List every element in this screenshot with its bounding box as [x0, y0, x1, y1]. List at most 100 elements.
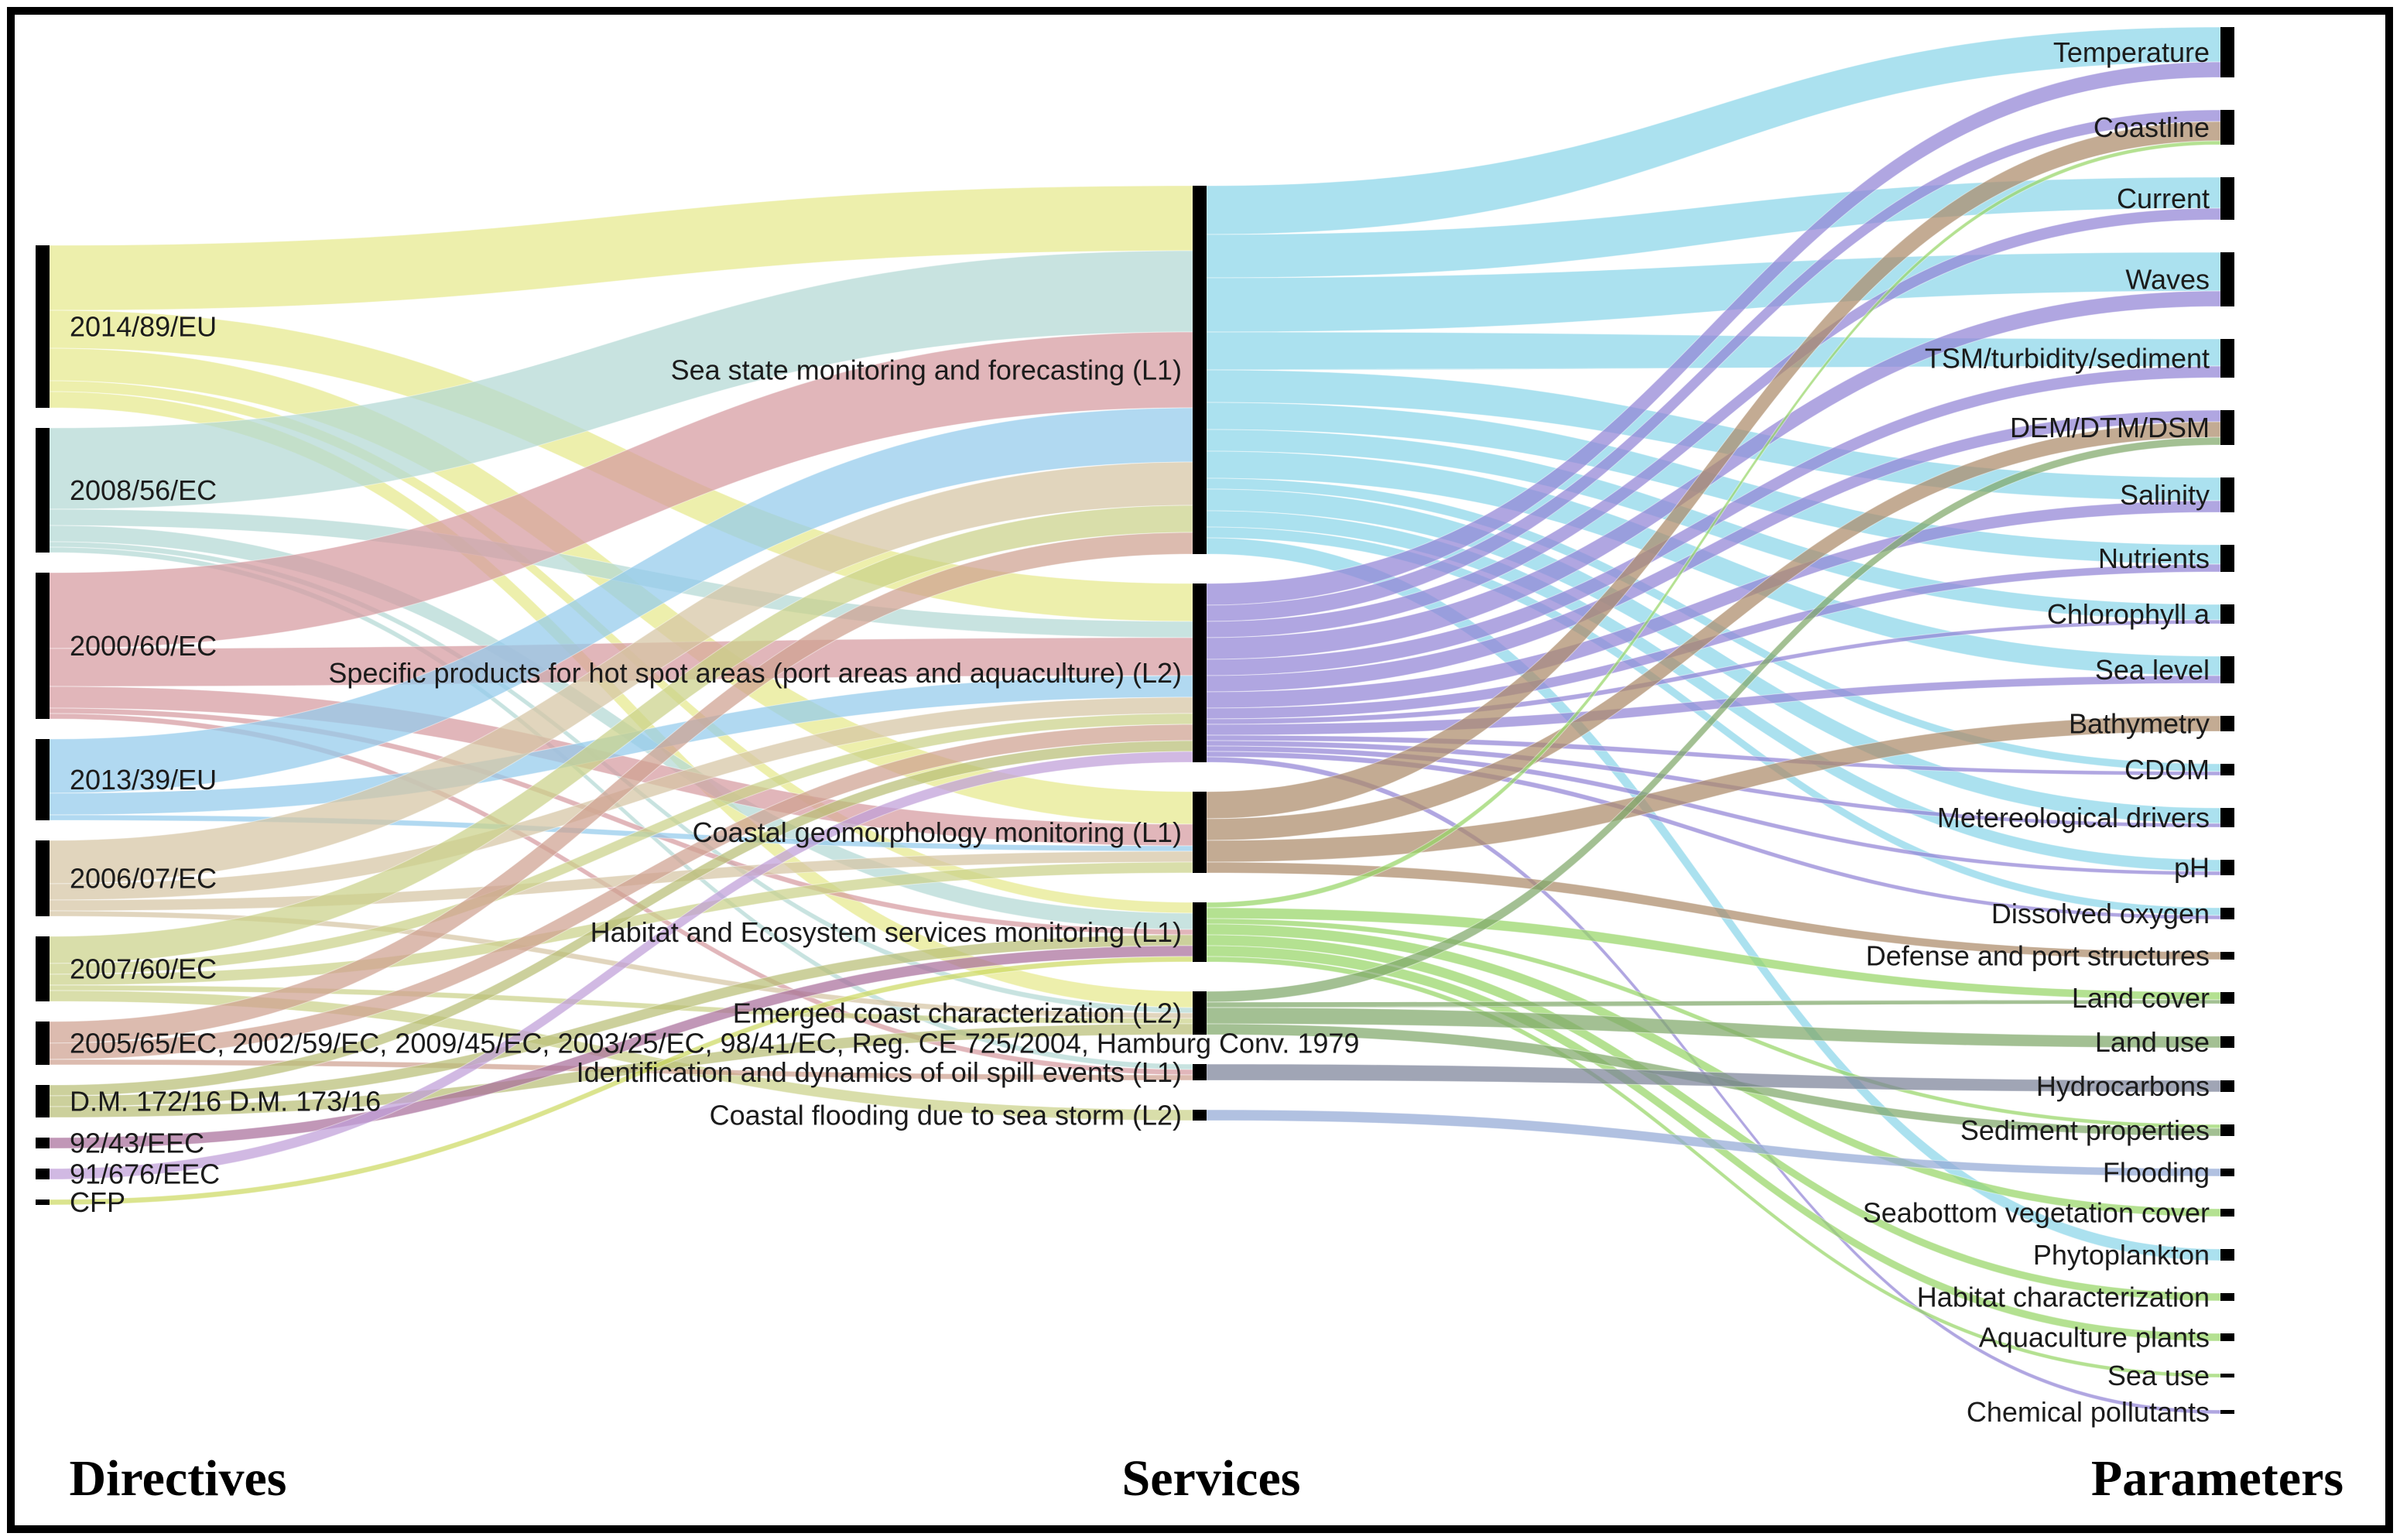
node-habitat-characterization	[2220, 1293, 2234, 1301]
node-label-coastal-flooding-due-to-sea-storm-l2: Coastal flooding due to sea storm (L2)	[710, 1100, 1182, 1131]
node-label-current: Current	[2117, 183, 2210, 214]
node-label-sediment-properties: Sediment properties	[1960, 1114, 2210, 1146]
node-2008-56-ec	[36, 428, 50, 553]
node-identification-and-dynamics-of-oil-spill-e	[1193, 1064, 1207, 1080]
column-header-services: Services	[1122, 1450, 1301, 1507]
node-label-dem-dtm-dsm: DEM/DTM/DSM	[2010, 412, 2210, 443]
node-sea-state-monitoring-and-forecasting-l1	[1193, 186, 1207, 554]
node-sediment-properties	[2220, 1124, 2234, 1136]
node-2000-60-ec	[36, 573, 50, 719]
node-label-land-use: Land use	[2095, 1026, 2210, 1058]
node-emerged-coast-characterization-l2	[1193, 991, 1207, 1035]
node-habitat-and-ecosystem-services-monitoring-	[1193, 902, 1207, 962]
node-label-92-43-eec: 92/43/EEC	[70, 1128, 204, 1159]
node-dissolved-oxygen	[2220, 908, 2234, 919]
node-label-aquaculture-plants: Aquaculture plants	[1979, 1322, 2210, 1353]
node-land-use	[2220, 1036, 2234, 1048]
node-92-43-eec	[36, 1138, 50, 1148]
node-label-metereological-drivers: Metereological drivers	[1937, 802, 2210, 833]
node-label-sea-state-monitoring-and-forecasting-l1: Sea state monitoring and forecasting (L1…	[671, 354, 1182, 386]
flow-ribbons-layer	[49, 26, 2221, 1415]
node-current	[2220, 177, 2234, 220]
node-d-m-172-16-d-m-173-16	[36, 1085, 50, 1117]
node-ph	[2220, 860, 2234, 875]
node-2013-39-eu	[36, 739, 50, 820]
node-label-sea-level: Sea level	[2095, 654, 2210, 686]
node-sea-use	[2220, 1374, 2234, 1377]
node-label-chemical-pollutants: Chemical pollutants	[1967, 1396, 2210, 1428]
node-label-bathymetry: Bathymetry	[2069, 708, 2210, 740]
node-label-coastal-geomorphology-monitoring-l1: Coastal geomorphology monitoring (L1)	[693, 816, 1182, 848]
node-label-chlorophyll-a: Chlorophyll a	[2047, 598, 2210, 630]
node-nutrients	[2220, 545, 2234, 572]
node-flooding	[2220, 1169, 2234, 1176]
node-label-d-m-172-16-d-m-173-16: D.M. 172/16 D.M. 173/16	[70, 1086, 381, 1117]
node-2006-07-ec	[36, 840, 50, 916]
node-label-waves: Waves	[2125, 264, 2210, 296]
node-label-sea-use: Sea use	[2107, 1360, 2210, 1391]
node-label-cdom: CDOM	[2124, 754, 2210, 785]
node-waves	[2220, 252, 2234, 306]
node-label-habitat-characterization: Habitat characterization	[1917, 1282, 2210, 1313]
node-label-emerged-coast-characterization-l2: Emerged coast characterization (L2)	[733, 998, 1182, 1029]
node-tsm-turbidity-sediment	[2220, 339, 2234, 378]
node-sea-level	[2220, 656, 2234, 683]
node-label-land-cover: Land cover	[2072, 982, 2210, 1014]
node-label-2005-65-ec-2002-59-ec-2009-45-ec-2003-25-e: 2005/65/EC, 2002/59/EC, 2009/45/EC, 2003…	[70, 1028, 1359, 1059]
node-label-salinity: Salinity	[2120, 479, 2210, 511]
node-label-2006-07-ec: 2006/07/EC	[70, 863, 217, 895]
node-hydrocarbons	[2220, 1080, 2234, 1092]
node-defense-and-port-structures	[2220, 952, 2234, 960]
node-bars-layer	[36, 27, 2234, 1414]
node-labels-layer: 2014/89/EU 2008/56/EC 2000/60/EC 2013/39/EU…	[70, 36, 2210, 1428]
figure-border	[7, 7, 2393, 1533]
node-label-2014-89-eu: 2014/89/EU	[70, 311, 217, 343]
node-91-676-eec	[36, 1169, 50, 1179]
node-seabottom-vegetation-cover	[2220, 1209, 2234, 1217]
column-header-directives: Directives	[70, 1450, 287, 1507]
node-label-seabottom-vegetation-cover: Seabottom vegetation cover	[1863, 1197, 2210, 1229]
column-header-parameters: Parameters	[2091, 1450, 2344, 1507]
node-temperature	[2220, 27, 2234, 77]
node-2007-60-ec	[36, 936, 50, 1001]
node-land-cover	[2220, 992, 2234, 1004]
node-label-91-676-eec: 91/676/EEC	[70, 1158, 220, 1190]
flow-sea-state-monitoring-and-forecasting-l1-to-temperature	[1206, 26, 2221, 235]
node-chemical-pollutants	[2220, 1410, 2234, 1414]
node-coastal-geomorphology-monitoring-l1	[1193, 792, 1207, 873]
node-label-hydrocarbons: Hydrocarbons	[2036, 1070, 2210, 1102]
node-label-phytoplankton: Phytoplankton	[2033, 1239, 2210, 1271]
node-salinity	[2220, 477, 2234, 512]
node-label-temperature: Temperature	[2053, 36, 2210, 68]
node-coastline	[2220, 110, 2234, 145]
node-label-dissolved-oxygen: Dissolved oxygen	[1991, 898, 2210, 929]
node-label-2008-56-ec: 2008/56/EC	[70, 474, 217, 506]
flow-specific-products-for-hot-spot-areas-port--to-current	[1206, 207, 2221, 638]
node-label-habitat-and-ecosystem-services-monitoring-: Habitat and Ecosystem services monitorin…	[591, 916, 1182, 948]
node-metereological-drivers	[2220, 808, 2234, 827]
node-2005-65-ec-2002-59-ec-2009-45-ec-2003-25-e	[36, 1022, 50, 1065]
node-specific-products-for-hot-spot-areas-port-	[1193, 583, 1207, 762]
node-label-identification-and-dynamics-of-oil-spill-e: Identification and dynamics of oil spill…	[577, 1056, 1182, 1088]
node-2014-89-eu	[36, 245, 50, 408]
node-label-tsm-turbidity-sediment: TSM/turbidity/sediment	[1925, 343, 2210, 375]
node-label-2007-60-ec: 2007/60/EC	[70, 953, 217, 985]
node-label-specific-products-for-hot-spot-areas-port-: Specific products for hot spot areas (po…	[328, 657, 1182, 689]
node-label-ph: pH	[2174, 852, 2210, 884]
node-coastal-flooding-due-to-sea-storm-l2	[1193, 1110, 1207, 1121]
node-label-2000-60-ec: 2000/60/EC	[70, 630, 217, 662]
node-label-nutrients: Nutrients	[2098, 542, 2210, 574]
node-label-2013-39-eu: 2013/39/EU	[70, 764, 217, 796]
node-label-cfp: CFP	[70, 1186, 125, 1218]
node-aquaculture-plants	[2220, 1333, 2234, 1341]
node-cfp	[36, 1199, 50, 1205]
node-phytoplankton	[2220, 1249, 2234, 1261]
node-label-defense-and-port-structures: Defense and port structures	[1866, 940, 2210, 972]
node-label-coastline: Coastline	[2094, 111, 2210, 143]
node-label-flooding: Flooding	[2103, 1157, 2210, 1189]
node-bathymetry	[2220, 716, 2234, 731]
node-dem-dtm-dsm	[2220, 410, 2234, 445]
node-cdom	[2220, 764, 2234, 775]
